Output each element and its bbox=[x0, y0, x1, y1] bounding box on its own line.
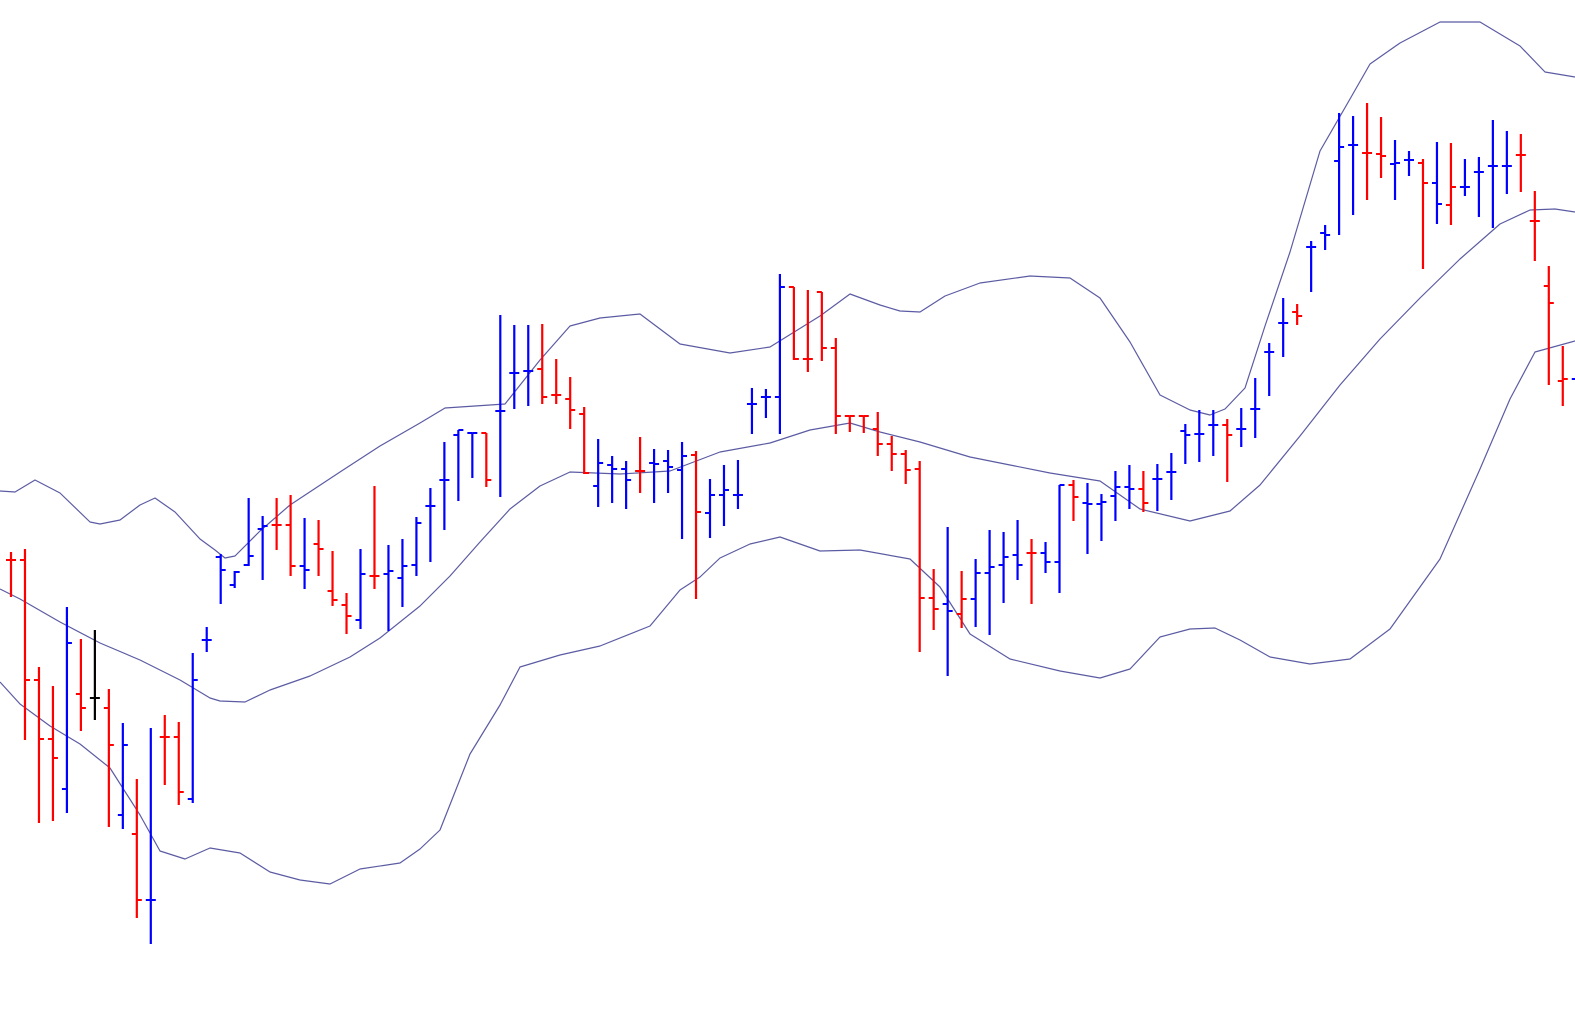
ohlc-chart bbox=[0, 0, 1575, 1009]
chart-svg bbox=[0, 0, 1575, 1009]
